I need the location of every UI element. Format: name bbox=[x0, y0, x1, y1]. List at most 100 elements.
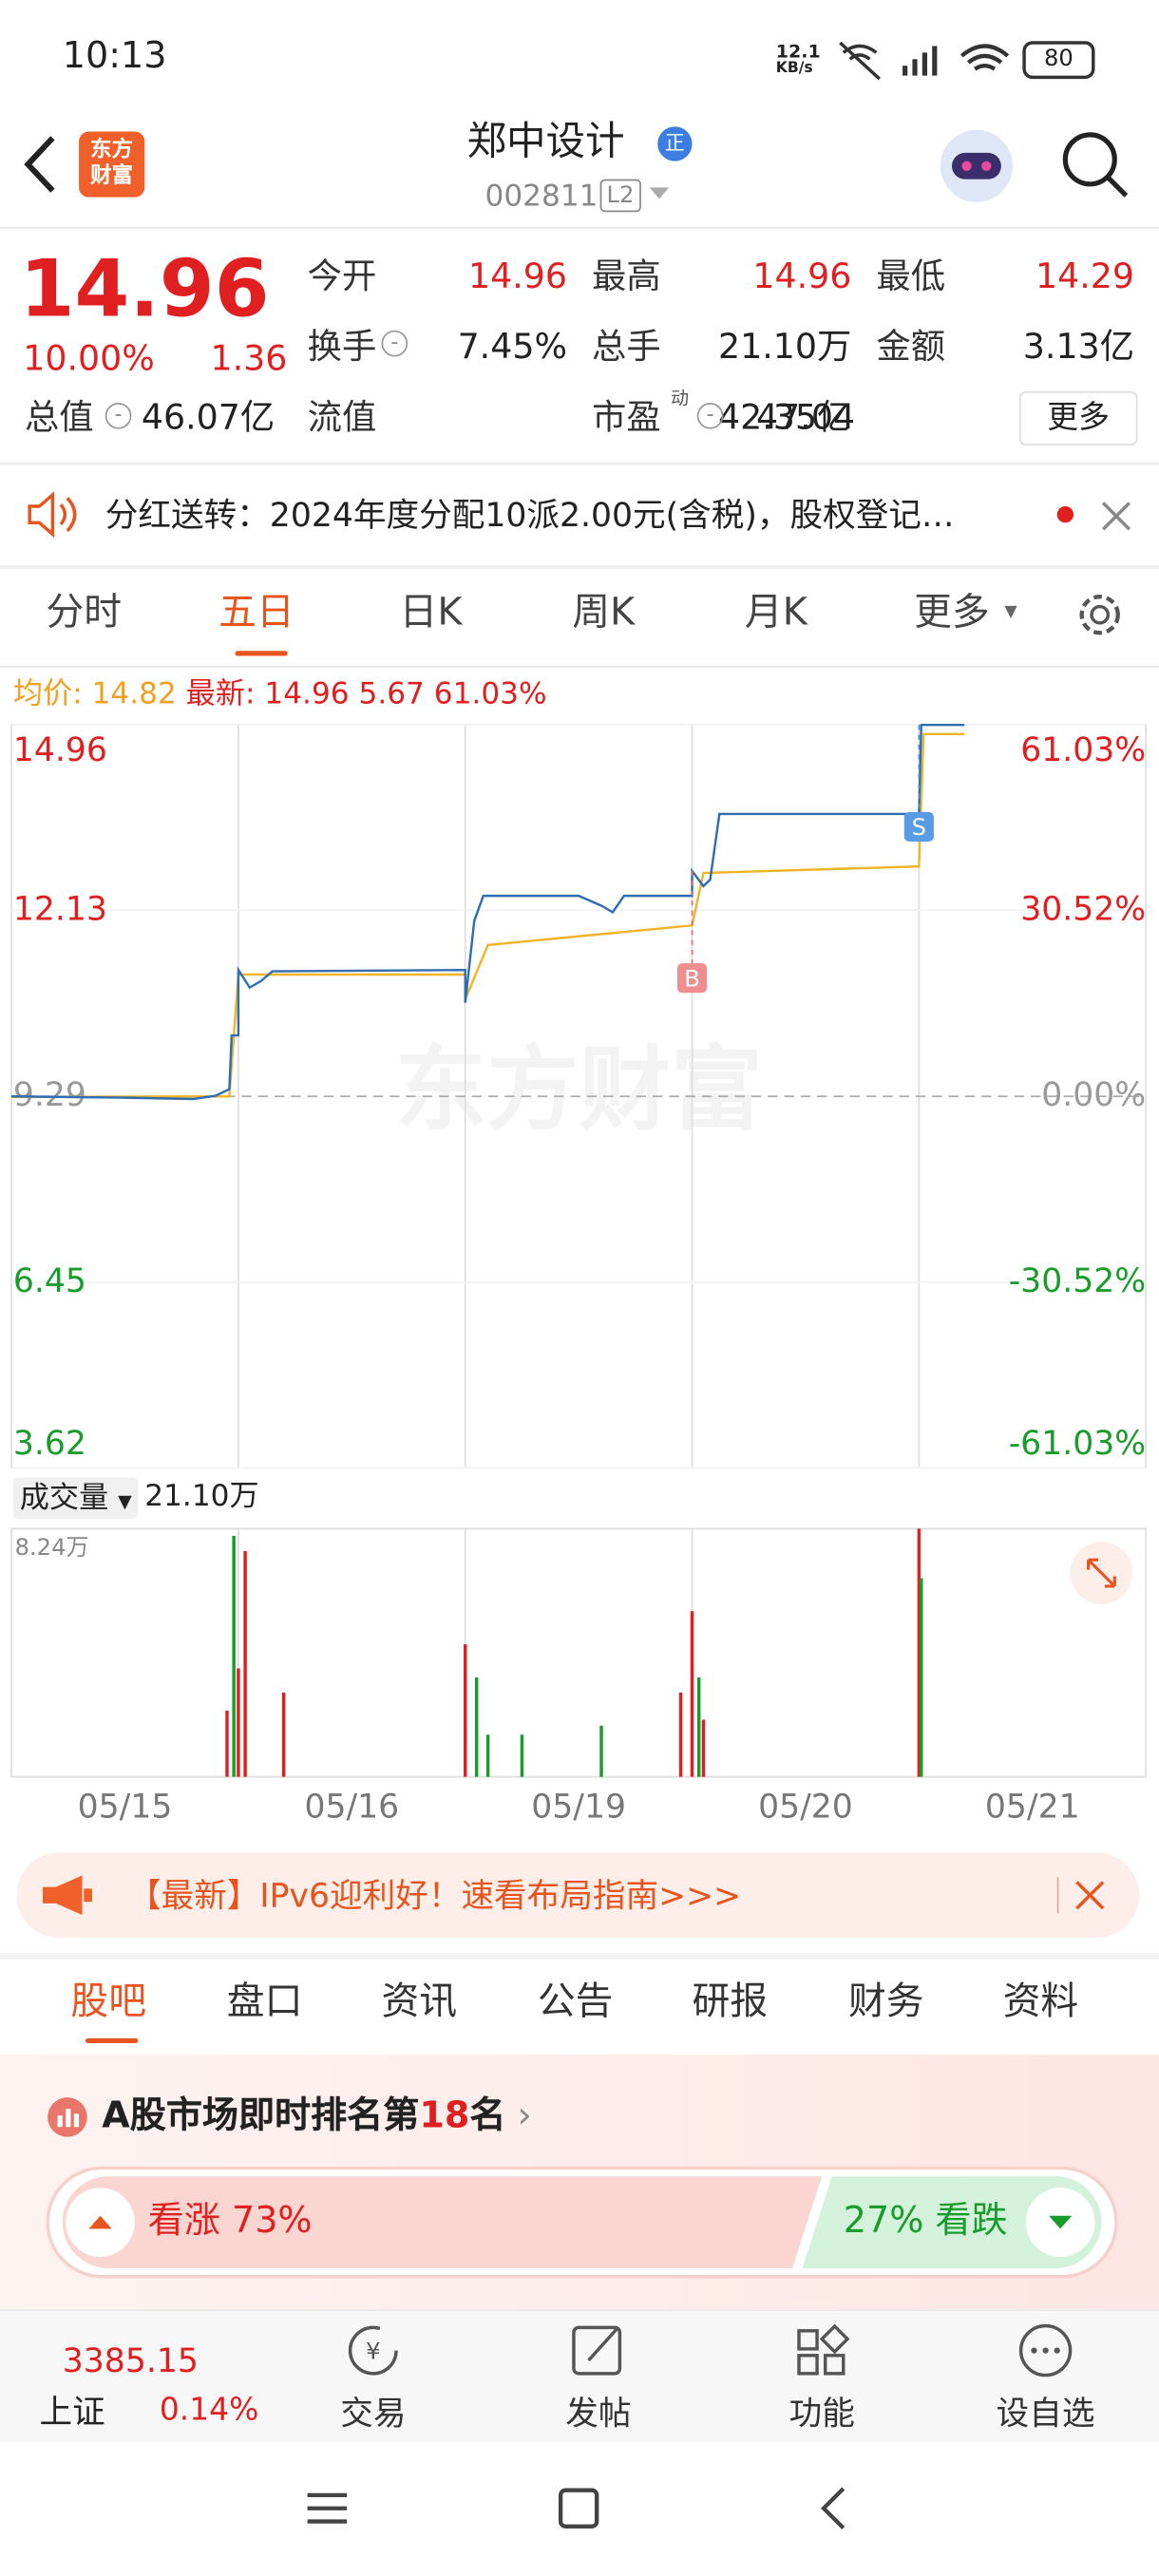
y2-tick-label: 0.00% bbox=[1041, 1076, 1146, 1114]
close-button[interactable] bbox=[1100, 500, 1133, 533]
ranking[interactable]: A股市场即时排名第18名 › bbox=[102, 2098, 531, 2135]
info-icon[interactable]: - bbox=[381, 330, 408, 357]
field-label: 最低 bbox=[876, 256, 946, 296]
field-value: 42.35亿 bbox=[718, 397, 852, 438]
unread-dot bbox=[1056, 505, 1074, 523]
decoration bbox=[797, 2329, 819, 2351]
y2-tick-label: 61.03% bbox=[1020, 731, 1146, 769]
y2-tick-label: 30.52% bbox=[1020, 890, 1146, 928]
chart-tab[interactable]: 更多 bbox=[914, 591, 990, 635]
index-name[interactable]: 上证 bbox=[39, 2391, 105, 2432]
field-value: 47.04 bbox=[756, 397, 856, 438]
change: 1.36 bbox=[210, 338, 288, 379]
legend-value: 5.67 bbox=[358, 676, 425, 712]
speaker-icon bbox=[28, 491, 77, 539]
tab[interactable]: 公告 bbox=[537, 1980, 614, 2024]
chart-tab[interactable]: 周K bbox=[572, 591, 636, 635]
decoration bbox=[912, 59, 918, 76]
vote-down[interactable]: 27% 看跌 bbox=[843, 2201, 1008, 2243]
decoration bbox=[960, 44, 1010, 71]
x-tick-label: 05/19 bbox=[531, 1789, 626, 1827]
index-change[interactable]: 0.14% bbox=[159, 2391, 259, 2428]
field-label: 市盈 bbox=[591, 397, 661, 438]
stock-code: 002811 bbox=[484, 179, 598, 214]
decoration bbox=[572, 2325, 622, 2376]
tab-underline bbox=[235, 651, 288, 656]
tab[interactable]: 盘口 bbox=[226, 1980, 303, 2024]
legend-label: 最新: bbox=[185, 676, 256, 712]
y2-tick-label: -61.03% bbox=[1009, 1425, 1146, 1463]
ad-banner[interactable] bbox=[16, 1852, 1140, 1939]
decoration bbox=[1049, 2215, 1073, 2229]
chart-tab[interactable]: 月K bbox=[744, 591, 808, 635]
search-button[interactable] bbox=[1058, 128, 1130, 200]
decoration bbox=[797, 2354, 819, 2376]
avatar[interactable] bbox=[934, 123, 1019, 209]
battery: 80 bbox=[1022, 41, 1095, 80]
tab[interactable]: 资料 bbox=[1002, 1980, 1079, 2024]
chart-tab[interactable]: 五日 bbox=[218, 591, 294, 635]
logo[interactable]: 东方 财富 bbox=[79, 131, 145, 198]
bottom-item[interactable]: 交易 bbox=[340, 2393, 407, 2434]
watermark: 东方财富 bbox=[394, 1036, 763, 1144]
info-icon[interactable]: - bbox=[104, 402, 132, 429]
nav-bar bbox=[307, 2487, 846, 2530]
chart-tab[interactable]: 日K bbox=[399, 591, 463, 635]
x-tick-label: 05/16 bbox=[304, 1789, 399, 1827]
y2-tick-label: -30.52% bbox=[1009, 1262, 1146, 1300]
y-tick-label: 12.13 bbox=[13, 890, 107, 928]
time: 10:13 bbox=[62, 36, 167, 78]
decoration bbox=[649, 187, 670, 199]
y-tick-label: 6.45 bbox=[13, 1262, 86, 1300]
decoration bbox=[1101, 502, 1131, 531]
decoration bbox=[57, 2115, 63, 2128]
megaphone-icon bbox=[42, 1875, 92, 1916]
ranking-text: 名 bbox=[469, 2095, 506, 2137]
back-button[interactable] bbox=[20, 135, 63, 194]
vote-up[interactable]: 看涨 73% bbox=[147, 2201, 313, 2243]
tab[interactable]: 股吧 bbox=[70, 1980, 147, 2024]
stock-name: 郑中设计 bbox=[466, 118, 625, 165]
close-button[interactable] bbox=[1074, 1879, 1107, 1912]
speed-unit: KB/s bbox=[775, 61, 813, 78]
logo-text: 东方 bbox=[90, 138, 134, 163]
decoration bbox=[1054, 2347, 1060, 2354]
settings-button[interactable] bbox=[1075, 590, 1125, 639]
tab[interactable]: 财务 bbox=[847, 1980, 924, 2024]
volume-frame bbox=[10, 1527, 1148, 1778]
ad-text[interactable]: 【最新】IPv6迎利好！速看布局指南>>> bbox=[127, 1875, 742, 1916]
decoration bbox=[42, 1875, 83, 1916]
tab[interactable]: 研报 bbox=[692, 1980, 769, 2024]
notice-text[interactable]: 分红送转：2024年度分配10派2.00元(含税)，股权登记… bbox=[104, 494, 955, 535]
bottom-item[interactable]: 功能 bbox=[788, 2393, 855, 2434]
decoration bbox=[819, 2323, 850, 2355]
legend: 均价: 14.82 最新: 14.96 5.67 61.03% bbox=[13, 680, 547, 710]
decoration bbox=[28, 491, 55, 539]
legend-label: 均价: bbox=[12, 676, 83, 712]
info-icon[interactable]: - bbox=[696, 402, 724, 429]
bottom-item[interactable]: 发帖 bbox=[565, 2393, 632, 2434]
index-value[interactable]: 3385.15 bbox=[62, 2340, 199, 2380]
bottom-item[interactable]: 设自选 bbox=[996, 2393, 1095, 2434]
status-icons bbox=[839, 41, 1010, 81]
field-label: 换手 bbox=[307, 327, 377, 367]
tab[interactable]: 资讯 bbox=[381, 1980, 458, 2024]
more-button[interactable]: 更多 bbox=[1018, 390, 1138, 445]
decoration bbox=[1018, 2323, 1073, 2377]
speed: 12.1 bbox=[775, 41, 821, 63]
chart-tab[interactable]: 分时 bbox=[46, 591, 123, 635]
divider bbox=[0, 226, 1159, 229]
change-pct: 10.00% bbox=[23, 338, 155, 379]
trade-marker: S bbox=[912, 814, 926, 841]
dropdown[interactable] bbox=[649, 187, 670, 203]
field-label: 今开 bbox=[307, 256, 377, 296]
legend-value: 14.82 bbox=[91, 676, 177, 712]
decoration bbox=[88, 2215, 112, 2229]
divider bbox=[0, 1952, 1159, 1960]
decoration bbox=[558, 2488, 599, 2529]
trade-marker: B bbox=[684, 965, 700, 992]
volume-selector[interactable]: 成交量 ▼ bbox=[12, 1477, 139, 1519]
field-value: 3.13亿 bbox=[1022, 327, 1135, 367]
